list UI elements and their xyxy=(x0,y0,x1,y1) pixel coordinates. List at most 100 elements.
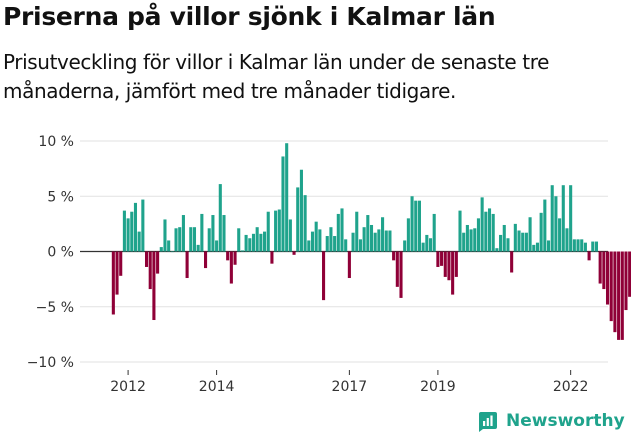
bar xyxy=(196,244,200,252)
bar xyxy=(222,215,226,252)
bar xyxy=(281,156,285,252)
bar xyxy=(358,239,362,252)
bar xyxy=(381,217,385,252)
bar xyxy=(580,239,584,252)
bar xyxy=(130,211,134,252)
bar xyxy=(443,251,447,277)
bar xyxy=(473,228,477,252)
bar xyxy=(465,224,469,252)
bar xyxy=(351,232,355,252)
bar xyxy=(270,251,274,264)
bar xyxy=(226,251,230,261)
bar xyxy=(620,251,624,340)
bar xyxy=(550,185,554,252)
bar xyxy=(333,236,337,252)
bar xyxy=(583,242,587,252)
bar xyxy=(299,169,303,252)
bar xyxy=(174,228,178,252)
bar xyxy=(395,251,399,287)
bar xyxy=(565,228,569,252)
bar xyxy=(403,240,407,252)
bar xyxy=(215,240,219,252)
y-tick-label: −10 % xyxy=(27,355,74,371)
bar xyxy=(476,218,480,252)
bar xyxy=(392,251,396,261)
bar xyxy=(144,251,149,267)
bar xyxy=(440,251,444,266)
bar xyxy=(506,238,510,252)
bar xyxy=(454,251,458,277)
bar xyxy=(189,227,193,252)
bar xyxy=(355,211,359,252)
bar xyxy=(528,217,532,252)
bar xyxy=(539,212,543,252)
bar xyxy=(126,218,130,252)
bar xyxy=(436,251,440,267)
bar xyxy=(521,232,525,252)
chart-subtitle: Prisutveckling för villor i Kalmar län u… xyxy=(3,50,550,103)
bar xyxy=(329,227,333,252)
bar xyxy=(502,224,506,252)
bar xyxy=(576,239,580,252)
newsworthy-logo-icon xyxy=(479,412,497,432)
bar xyxy=(266,211,270,252)
bar xyxy=(373,232,377,252)
y-tick-label: 5 % xyxy=(47,189,74,205)
bar xyxy=(152,251,156,321)
bar xyxy=(178,227,182,252)
bar xyxy=(417,200,421,252)
bar xyxy=(303,195,307,252)
bar xyxy=(554,196,558,252)
x-tick-label: 2012 xyxy=(110,379,146,395)
bar xyxy=(310,231,315,252)
bar xyxy=(377,229,381,252)
bar xyxy=(122,210,126,252)
bar xyxy=(469,229,473,252)
y-tick-label: 10 % xyxy=(38,134,74,150)
bar xyxy=(336,213,340,252)
bar xyxy=(181,215,185,252)
bar xyxy=(495,248,499,252)
bar xyxy=(591,241,595,252)
bar xyxy=(499,234,503,252)
bar xyxy=(119,251,123,276)
bar xyxy=(617,251,621,340)
bars xyxy=(111,143,631,340)
bar xyxy=(613,251,617,333)
bar xyxy=(598,251,602,284)
bar xyxy=(251,233,256,252)
bar xyxy=(192,227,197,252)
bar xyxy=(406,218,410,252)
bar xyxy=(229,251,233,284)
bar xyxy=(487,208,492,252)
bar xyxy=(344,239,348,252)
bar xyxy=(428,238,433,252)
bar xyxy=(532,244,536,252)
bar xyxy=(414,200,418,252)
bar xyxy=(410,196,414,252)
bar xyxy=(605,251,610,305)
bar xyxy=(322,251,326,301)
bar xyxy=(288,219,292,252)
bar xyxy=(347,251,351,279)
bar xyxy=(543,199,547,252)
bar xyxy=(285,143,289,252)
bar xyxy=(141,199,145,252)
bar xyxy=(572,239,576,252)
bar xyxy=(513,223,517,252)
x-tick-label: 2022 xyxy=(553,379,589,395)
bar xyxy=(314,221,318,252)
bar xyxy=(462,232,466,252)
bar xyxy=(115,251,119,295)
x-tick-label: 2017 xyxy=(332,379,368,395)
y-tick-label: 0 % xyxy=(47,245,74,261)
bar xyxy=(399,251,403,298)
bar xyxy=(185,251,189,279)
bar xyxy=(244,234,248,252)
bar xyxy=(484,211,488,252)
bar xyxy=(133,202,138,252)
y-tick-label: −5 % xyxy=(36,300,74,316)
bar xyxy=(384,230,388,252)
bar xyxy=(296,187,300,252)
bar xyxy=(602,251,606,290)
